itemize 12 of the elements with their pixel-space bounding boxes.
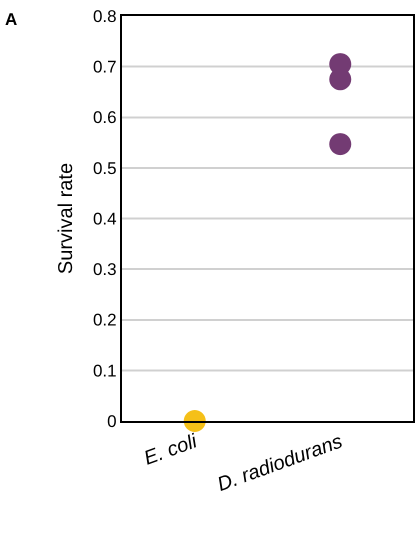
y-tick-label: 0.1 [92, 361, 117, 380]
y-tick-label: 0.7 [92, 58, 117, 77]
y-tick-label: 0.2 [92, 310, 117, 330]
y-axis-title: Survival rate [54, 162, 77, 274]
y-tick-label: 0 [107, 412, 117, 431]
y-tick-label: 0.8 [92, 6, 117, 26]
y-tick-label: 0.4 [92, 209, 117, 228]
y-tick-label: 0.3 [92, 260, 117, 280]
chart-title: A [5, 10, 18, 29]
x-tick-label: E. coli [141, 430, 200, 470]
y-tick-label: 0.5 [92, 158, 117, 178]
y-tick-label: 0.6 [92, 108, 117, 128]
